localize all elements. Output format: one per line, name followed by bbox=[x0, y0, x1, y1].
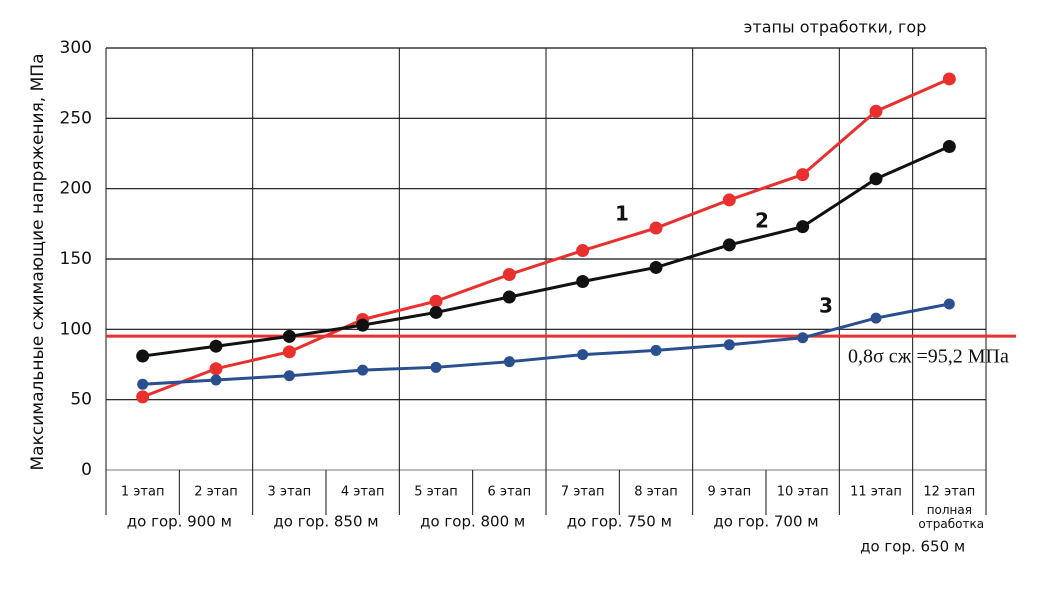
data-point bbox=[577, 349, 589, 361]
data-point bbox=[576, 244, 590, 258]
x-tick-label: 9 этап bbox=[708, 485, 752, 500]
x-tick-label: 11 этап bbox=[850, 485, 902, 500]
data-point bbox=[502, 290, 516, 304]
group-label: до гор. 700 м bbox=[713, 513, 818, 531]
series-line bbox=[142, 77, 950, 399]
data-point bbox=[356, 318, 370, 332]
x-tick-label: 1 этап bbox=[121, 485, 165, 500]
series-line bbox=[142, 145, 950, 358]
data-point bbox=[796, 220, 810, 234]
group-label: до гор. 850 м bbox=[273, 513, 378, 531]
group-label: до гор. 650 м bbox=[860, 538, 965, 556]
category-note: полная отработка bbox=[915, 503, 984, 531]
data-point bbox=[282, 345, 296, 359]
y-axis-label: Максимальные сжимающие напряжения, МПа bbox=[28, 54, 48, 471]
data-point bbox=[796, 168, 810, 182]
data-point bbox=[649, 221, 663, 235]
data-point bbox=[283, 370, 295, 382]
x-tick-label: 4 этап bbox=[341, 485, 385, 500]
data-point bbox=[503, 356, 515, 368]
data-point bbox=[357, 364, 369, 376]
data-point bbox=[209, 362, 223, 376]
data-point bbox=[502, 267, 516, 281]
data-point bbox=[136, 390, 150, 404]
y-tick-label: 300 bbox=[60, 38, 92, 58]
data-point bbox=[942, 139, 956, 153]
data-point bbox=[869, 104, 883, 118]
x-tick-label: 2 этап bbox=[194, 485, 238, 500]
x-tick-label: 8 этап bbox=[634, 485, 678, 500]
data-point bbox=[136, 349, 150, 363]
x-tick-label: 5 этап bbox=[414, 485, 458, 500]
data-point bbox=[942, 72, 956, 86]
data-point bbox=[137, 378, 149, 390]
x-tick-label: 12 этап bbox=[923, 485, 975, 500]
y-tick-label: 200 bbox=[60, 179, 92, 199]
y-tick-label: 0 bbox=[81, 460, 92, 480]
group-label: до гор. 800 м bbox=[420, 513, 525, 531]
data-point bbox=[650, 344, 662, 356]
data-point bbox=[210, 374, 222, 386]
data-point bbox=[430, 361, 442, 373]
series-label: 1 bbox=[615, 202, 629, 226]
group-label: до гор. 900 м bbox=[127, 513, 232, 531]
threshold-label: 0,8σ сж =95,2 МПа bbox=[848, 346, 1009, 368]
data-point bbox=[429, 305, 443, 319]
data-point bbox=[870, 312, 882, 324]
x-tick-label: 3 этап bbox=[268, 485, 312, 500]
y-tick-label: 250 bbox=[60, 108, 92, 128]
data-point bbox=[429, 294, 443, 308]
x-tick-label: 7 этап bbox=[561, 485, 605, 500]
series-line bbox=[142, 302, 950, 386]
x-tick-label: 6 этап bbox=[488, 485, 532, 500]
data-point bbox=[723, 339, 735, 351]
data-point bbox=[209, 339, 223, 353]
data-point bbox=[722, 193, 736, 207]
data-point bbox=[797, 332, 809, 344]
x-tick-label: 10 этап bbox=[777, 485, 829, 500]
series-label: 3 bbox=[819, 294, 833, 318]
chart-title: этапы отработки, гор bbox=[744, 18, 927, 37]
data-point bbox=[869, 172, 883, 186]
data-point bbox=[722, 238, 736, 252]
y-tick-label: 150 bbox=[60, 249, 92, 269]
data-point bbox=[649, 260, 663, 274]
data-point bbox=[576, 275, 590, 289]
y-tick-label: 100 bbox=[60, 319, 92, 339]
y-tick-label: 50 bbox=[70, 390, 92, 410]
series-label: 2 bbox=[755, 209, 769, 233]
data-point bbox=[282, 329, 296, 343]
data-point bbox=[943, 298, 955, 310]
group-label: до гор. 750 м bbox=[567, 513, 672, 531]
